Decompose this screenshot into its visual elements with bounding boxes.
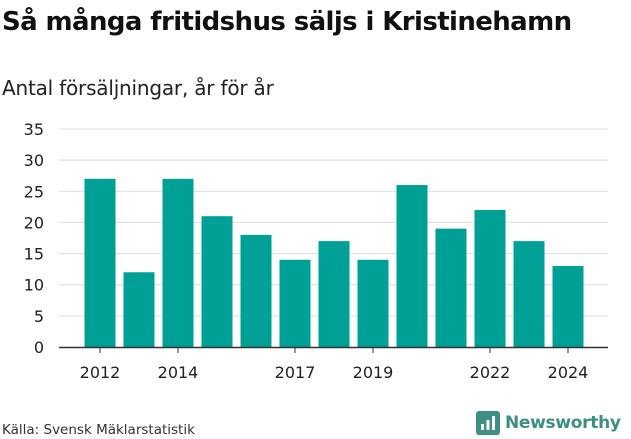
x-tick-label: 2014	[158, 363, 199, 382]
newsworthy-logo: Newsworthy	[476, 409, 621, 437]
chart-title: Så många fritidshus säljs i Kristinehamn	[2, 7, 572, 37]
y-tick-label: 15	[24, 245, 44, 264]
y-tick-label: 30	[24, 151, 44, 170]
newsworthy-logo-text: Newsworthy	[505, 413, 621, 433]
y-tick-label: 0	[34, 338, 44, 357]
bar-2022	[474, 209, 506, 347]
bar-2021	[435, 228, 467, 347]
bar-2017	[279, 259, 311, 347]
x-tick-label: 2019	[353, 363, 394, 382]
bar-2013	[123, 272, 155, 347]
bar-2016	[240, 234, 272, 347]
bar-2015	[201, 216, 233, 347]
x-tick-label: 2024	[548, 363, 589, 382]
bar-2014	[162, 178, 194, 347]
bar-2018	[318, 241, 350, 347]
bar-2012	[84, 178, 116, 347]
y-tick-label: 5	[34, 307, 44, 326]
bar-2020	[396, 185, 428, 347]
x-tick-label: 2017	[275, 363, 316, 382]
x-tick-label: 2012	[80, 363, 121, 382]
y-tick-label: 20	[24, 213, 44, 232]
bar-2023	[513, 241, 545, 347]
bar-2024	[552, 266, 584, 347]
y-tick-label: 10	[24, 276, 44, 295]
chart-subtitle: Antal försäljningar, år för år	[2, 76, 274, 100]
source-note: Källa: Svensk Mäklarstatistik	[2, 422, 195, 438]
x-tick-label: 2022	[470, 363, 511, 382]
newsworthy-logo-icon	[476, 411, 500, 435]
y-tick-label: 35	[24, 120, 44, 139]
bar-2019	[357, 259, 389, 347]
y-tick-label: 25	[24, 182, 44, 201]
